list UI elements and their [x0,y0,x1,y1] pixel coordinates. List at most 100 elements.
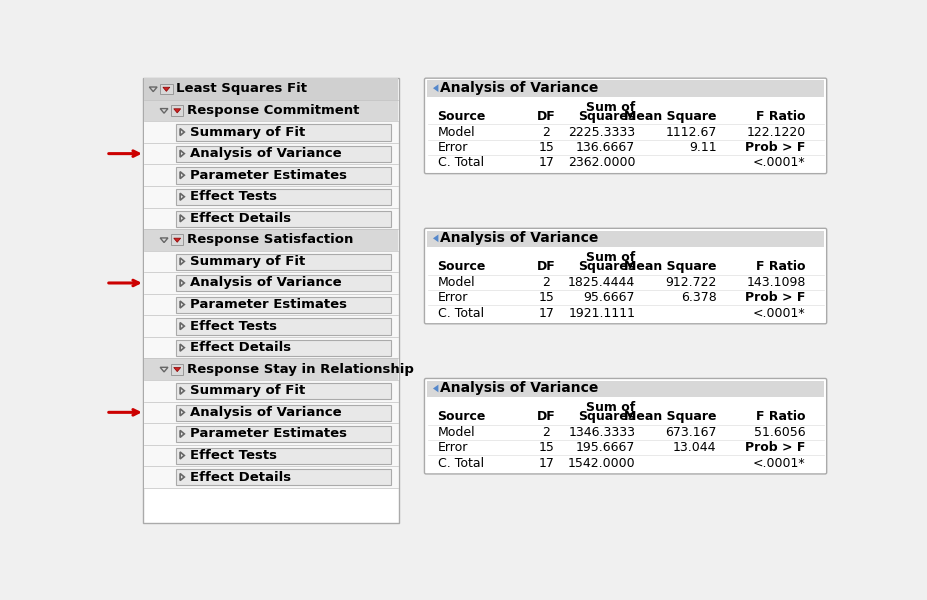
Text: Effect Details: Effect Details [189,341,290,354]
Bar [171,364,184,374]
Bar [426,381,823,397]
Text: Parameter Estimates: Parameter Estimates [189,427,347,440]
Text: 17: 17 [538,457,553,470]
Text: F Ratio: F Ratio [756,110,805,123]
Text: <.0001*: <.0001* [753,307,805,320]
Bar [144,294,398,316]
Bar [426,80,823,97]
Text: DF: DF [536,110,555,123]
Bar [144,380,398,401]
Bar [175,426,390,442]
Bar [175,167,390,184]
FancyBboxPatch shape [424,229,826,324]
Bar [144,229,398,251]
Text: Analysis of Variance: Analysis of Variance [189,277,341,289]
Text: Model: Model [438,125,475,139]
Bar [144,208,398,229]
Bar [160,83,172,94]
FancyBboxPatch shape [424,78,826,173]
Bar [175,146,390,162]
Text: Error: Error [438,141,467,154]
Bar [175,340,390,356]
Text: 2225.3333: 2225.3333 [567,125,635,139]
Text: Analysis of Variance: Analysis of Variance [189,147,341,160]
Text: <.0001*: <.0001* [753,157,805,169]
Bar [144,466,398,488]
Bar [175,275,390,292]
Text: 2: 2 [541,276,550,289]
Text: DF: DF [536,410,555,424]
Bar [175,448,390,464]
Bar [175,211,390,227]
Text: Parameter Estimates: Parameter Estimates [189,298,347,311]
Text: Summary of Fit: Summary of Fit [189,255,305,268]
Text: Model: Model [438,276,475,289]
Bar [144,251,398,272]
Bar [426,230,823,247]
Text: 9.11: 9.11 [688,141,716,154]
Text: Response Commitment: Response Commitment [186,104,359,117]
Text: 15: 15 [538,141,553,154]
Text: Summary of Fit: Summary of Fit [189,125,305,139]
Polygon shape [433,85,438,92]
Bar [144,423,398,445]
Text: Mean Square: Mean Square [624,260,716,273]
Polygon shape [163,87,170,91]
Text: F Ratio: F Ratio [756,260,805,273]
Text: 912.722: 912.722 [665,276,716,289]
Text: Analysis of Variance: Analysis of Variance [439,232,598,245]
Text: 1542.0000: 1542.0000 [567,457,635,470]
Bar [171,105,184,116]
Bar [175,469,390,485]
Text: Summary of Fit: Summary of Fit [189,384,305,397]
Text: F Ratio: F Ratio [756,410,805,424]
Bar [175,189,390,205]
Polygon shape [433,385,438,392]
Text: Prob > F: Prob > F [744,441,805,454]
Bar [426,397,823,425]
Text: 13.044: 13.044 [672,441,716,454]
Bar [426,97,823,124]
Text: Effect Tests: Effect Tests [189,190,276,203]
Bar [144,337,398,358]
Text: Source: Source [438,110,486,123]
Text: Least Squares Fit: Least Squares Fit [175,82,306,95]
Text: Source: Source [438,260,486,273]
Text: 143.1098: 143.1098 [745,276,805,289]
Bar [144,445,398,466]
Text: 6.378: 6.378 [680,291,716,304]
Text: Effect Tests: Effect Tests [189,449,276,462]
FancyBboxPatch shape [424,379,826,474]
Text: Squares: Squares [578,260,635,273]
Text: Source: Source [438,410,486,424]
Polygon shape [173,367,181,371]
Bar [144,316,398,337]
Bar [144,164,398,186]
Text: 17: 17 [538,157,553,169]
Text: 1825.4444: 1825.4444 [567,276,635,289]
Bar [144,143,398,164]
Text: Mean Square: Mean Square [624,410,716,424]
Text: 1346.3333: 1346.3333 [567,426,635,439]
Bar [426,247,823,275]
Text: Mean Square: Mean Square [624,110,716,123]
Text: DF: DF [536,260,555,273]
Text: 2: 2 [541,125,550,139]
Bar [144,186,398,208]
Text: Squares: Squares [578,410,635,424]
Bar [175,124,390,140]
Text: 95.6667: 95.6667 [583,291,635,304]
Text: <.0001*: <.0001* [753,457,805,470]
Text: 136.6667: 136.6667 [576,141,635,154]
Text: Error: Error [438,441,467,454]
Text: Effect Details: Effect Details [189,212,290,225]
Text: Model: Model [438,426,475,439]
Text: C. Total: C. Total [438,157,483,169]
Text: C. Total: C. Total [438,307,483,320]
Polygon shape [173,238,181,242]
Text: Prob > F: Prob > F [744,291,805,304]
Text: Sum of: Sum of [585,401,635,414]
Text: Sum of: Sum of [585,101,635,113]
Text: Analysis of Variance: Analysis of Variance [439,382,598,395]
Bar [175,404,390,421]
